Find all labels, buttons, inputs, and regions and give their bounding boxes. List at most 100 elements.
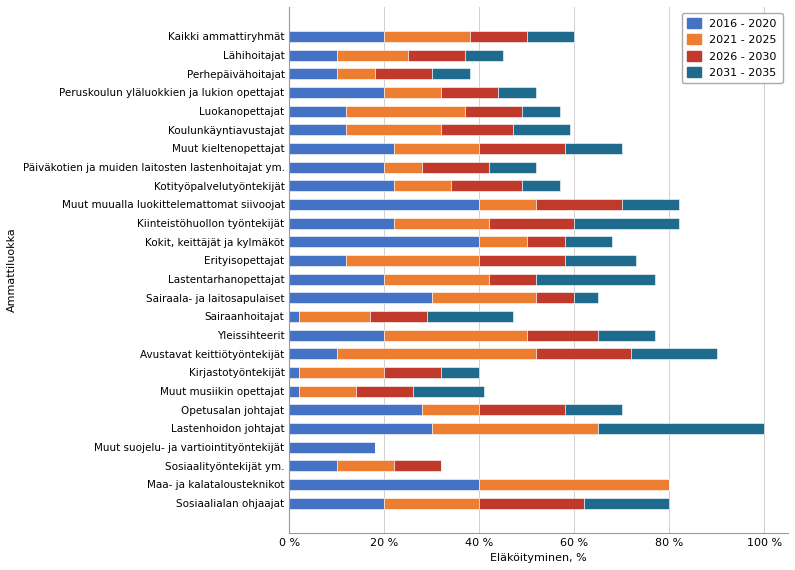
- Bar: [289, 255, 347, 266]
- Bar: [537, 348, 631, 360]
- Bar: [479, 498, 584, 509]
- Bar: [479, 404, 564, 416]
- Bar: [394, 143, 479, 154]
- Legend: 2016 - 2020, 2021 - 2025, 2026 - 2030, 2031 - 2035: 2016 - 2020, 2021 - 2025, 2026 - 2030, 2…: [681, 13, 782, 83]
- Bar: [289, 460, 337, 471]
- Bar: [522, 180, 560, 192]
- Bar: [347, 255, 479, 266]
- Bar: [394, 180, 451, 192]
- Bar: [289, 199, 479, 210]
- Bar: [537, 199, 622, 210]
- Bar: [289, 348, 337, 360]
- Bar: [289, 124, 347, 136]
- X-axis label: Eläköityminen, %: Eläköityminen, %: [491, 553, 587, 563]
- Bar: [394, 460, 441, 471]
- Bar: [289, 367, 299, 378]
- Bar: [384, 367, 441, 378]
- Bar: [289, 423, 432, 434]
- Bar: [479, 199, 537, 210]
- Bar: [432, 423, 598, 434]
- Bar: [441, 87, 498, 98]
- Bar: [422, 404, 479, 416]
- Bar: [527, 329, 598, 341]
- Bar: [289, 105, 347, 117]
- Bar: [384, 87, 441, 98]
- Bar: [289, 404, 422, 416]
- Bar: [441, 124, 513, 136]
- Bar: [289, 68, 337, 79]
- Bar: [479, 143, 564, 154]
- Bar: [289, 329, 384, 341]
- Bar: [451, 180, 522, 192]
- Bar: [598, 329, 655, 341]
- Bar: [394, 218, 489, 229]
- Bar: [465, 105, 522, 117]
- Bar: [337, 68, 375, 79]
- Bar: [527, 236, 564, 247]
- Bar: [347, 105, 465, 117]
- Bar: [479, 236, 527, 247]
- Bar: [564, 404, 622, 416]
- Bar: [384, 274, 489, 285]
- Bar: [408, 50, 465, 61]
- Bar: [289, 498, 384, 509]
- Bar: [564, 236, 612, 247]
- Bar: [432, 292, 537, 303]
- Bar: [289, 161, 384, 173]
- Bar: [537, 274, 655, 285]
- Bar: [622, 199, 679, 210]
- Bar: [289, 274, 384, 285]
- Bar: [384, 31, 470, 42]
- Bar: [289, 311, 299, 322]
- Bar: [470, 31, 527, 42]
- Bar: [337, 50, 408, 61]
- Bar: [564, 143, 622, 154]
- Bar: [347, 124, 441, 136]
- Bar: [384, 161, 422, 173]
- Bar: [584, 498, 669, 509]
- Bar: [289, 31, 384, 42]
- Bar: [299, 367, 384, 378]
- Bar: [289, 180, 394, 192]
- Bar: [527, 31, 574, 42]
- Bar: [564, 255, 636, 266]
- Bar: [465, 50, 503, 61]
- Y-axis label: Ammattiluokka: Ammattiluokka: [7, 227, 17, 312]
- Bar: [441, 367, 479, 378]
- Bar: [432, 68, 470, 79]
- Bar: [384, 498, 479, 509]
- Bar: [337, 348, 537, 360]
- Bar: [522, 105, 560, 117]
- Bar: [574, 218, 679, 229]
- Bar: [289, 143, 394, 154]
- Bar: [537, 292, 574, 303]
- Bar: [289, 442, 375, 453]
- Bar: [513, 124, 569, 136]
- Bar: [356, 385, 413, 397]
- Bar: [289, 50, 337, 61]
- Bar: [427, 311, 513, 322]
- Bar: [289, 236, 479, 247]
- Bar: [375, 68, 432, 79]
- Bar: [479, 479, 669, 490]
- Bar: [289, 385, 299, 397]
- Bar: [289, 218, 394, 229]
- Bar: [289, 292, 432, 303]
- Bar: [413, 385, 484, 397]
- Bar: [370, 311, 427, 322]
- Bar: [384, 329, 527, 341]
- Bar: [598, 423, 764, 434]
- Bar: [289, 479, 479, 490]
- Bar: [489, 161, 537, 173]
- Bar: [299, 385, 356, 397]
- Bar: [489, 274, 537, 285]
- Bar: [479, 255, 564, 266]
- Bar: [337, 460, 394, 471]
- Bar: [422, 161, 489, 173]
- Bar: [631, 348, 717, 360]
- Bar: [574, 292, 598, 303]
- Bar: [299, 311, 370, 322]
- Bar: [498, 87, 537, 98]
- Bar: [489, 218, 574, 229]
- Bar: [289, 87, 384, 98]
